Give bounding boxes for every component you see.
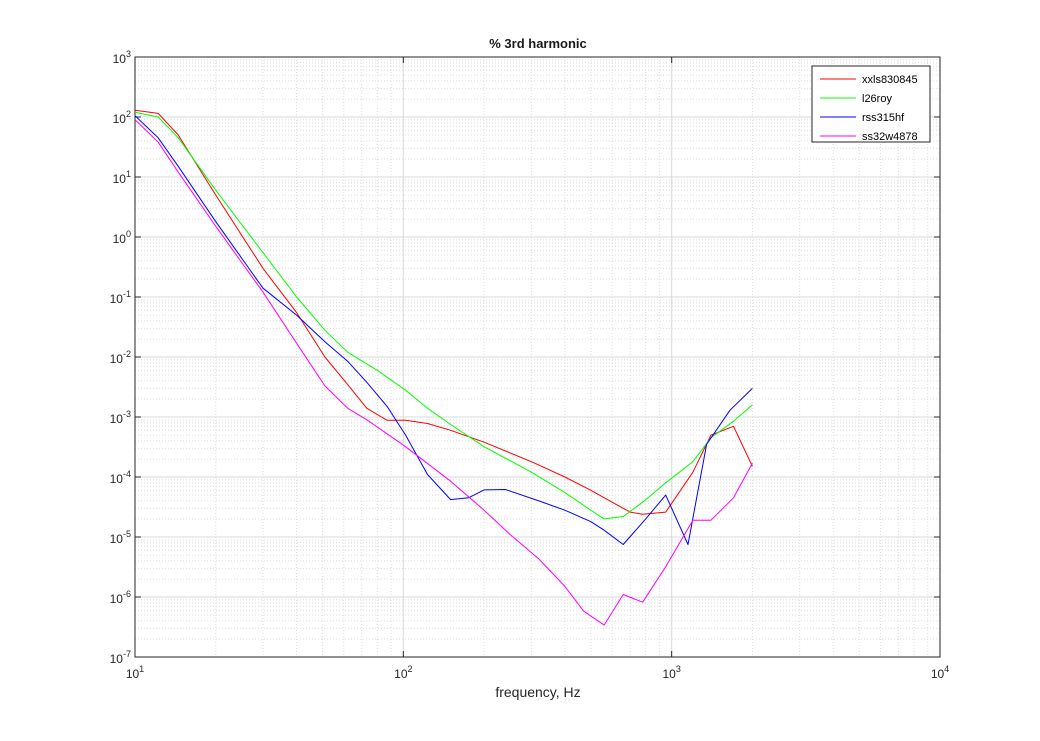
y-tick-label: 10-1: [110, 289, 131, 306]
y-tick-label: 10-5: [110, 529, 131, 546]
y-tick-label: 100: [113, 229, 131, 246]
y-tick-label: 101: [113, 169, 131, 186]
x-tick-label: 104: [931, 664, 949, 681]
y-tick-label: 10-3: [110, 409, 131, 426]
y-tick-label: 10-2: [110, 349, 131, 366]
x-tick-label: 102: [394, 664, 412, 681]
series-line-ss32w4878: [134, 119, 753, 626]
x-tick-label: 103: [662, 664, 680, 681]
y-tick-label: 103: [113, 49, 131, 66]
legend-label-l26roy: l26roy: [862, 93, 892, 105]
legend-label-rss315hf: rss315hf: [862, 112, 905, 124]
legend[interactable]: xxls830845 l26roy rss315hf ss32w4878: [811, 65, 931, 143]
series-line-l26roy: [134, 111, 753, 520]
y-tick-label: 10-6: [110, 589, 131, 606]
y-tick-label: 10-7: [110, 649, 131, 666]
ticks-layer: 101 102 103 104 10-7 10-6 10-5 10-4 10-3 10-2 10-1…: [110, 49, 950, 681]
x-tick-label: 101: [126, 664, 144, 681]
chart-title: % 3rd harmonic: [489, 36, 587, 51]
y-tick-label: 102: [113, 109, 131, 126]
legend-label-ss32w4878: ss32w4878: [862, 131, 918, 143]
series-line-rss315hf: [134, 115, 753, 545]
series-layer: [134, 109, 753, 626]
y-tick-label: 10-4: [110, 469, 131, 486]
x-axis-label: frequency, Hz: [495, 684, 580, 700]
legend-box: [811, 65, 931, 143]
legend-label-xxls830845: xxls830845: [862, 74, 918, 86]
series-line-xxls830845: [134, 109, 753, 515]
